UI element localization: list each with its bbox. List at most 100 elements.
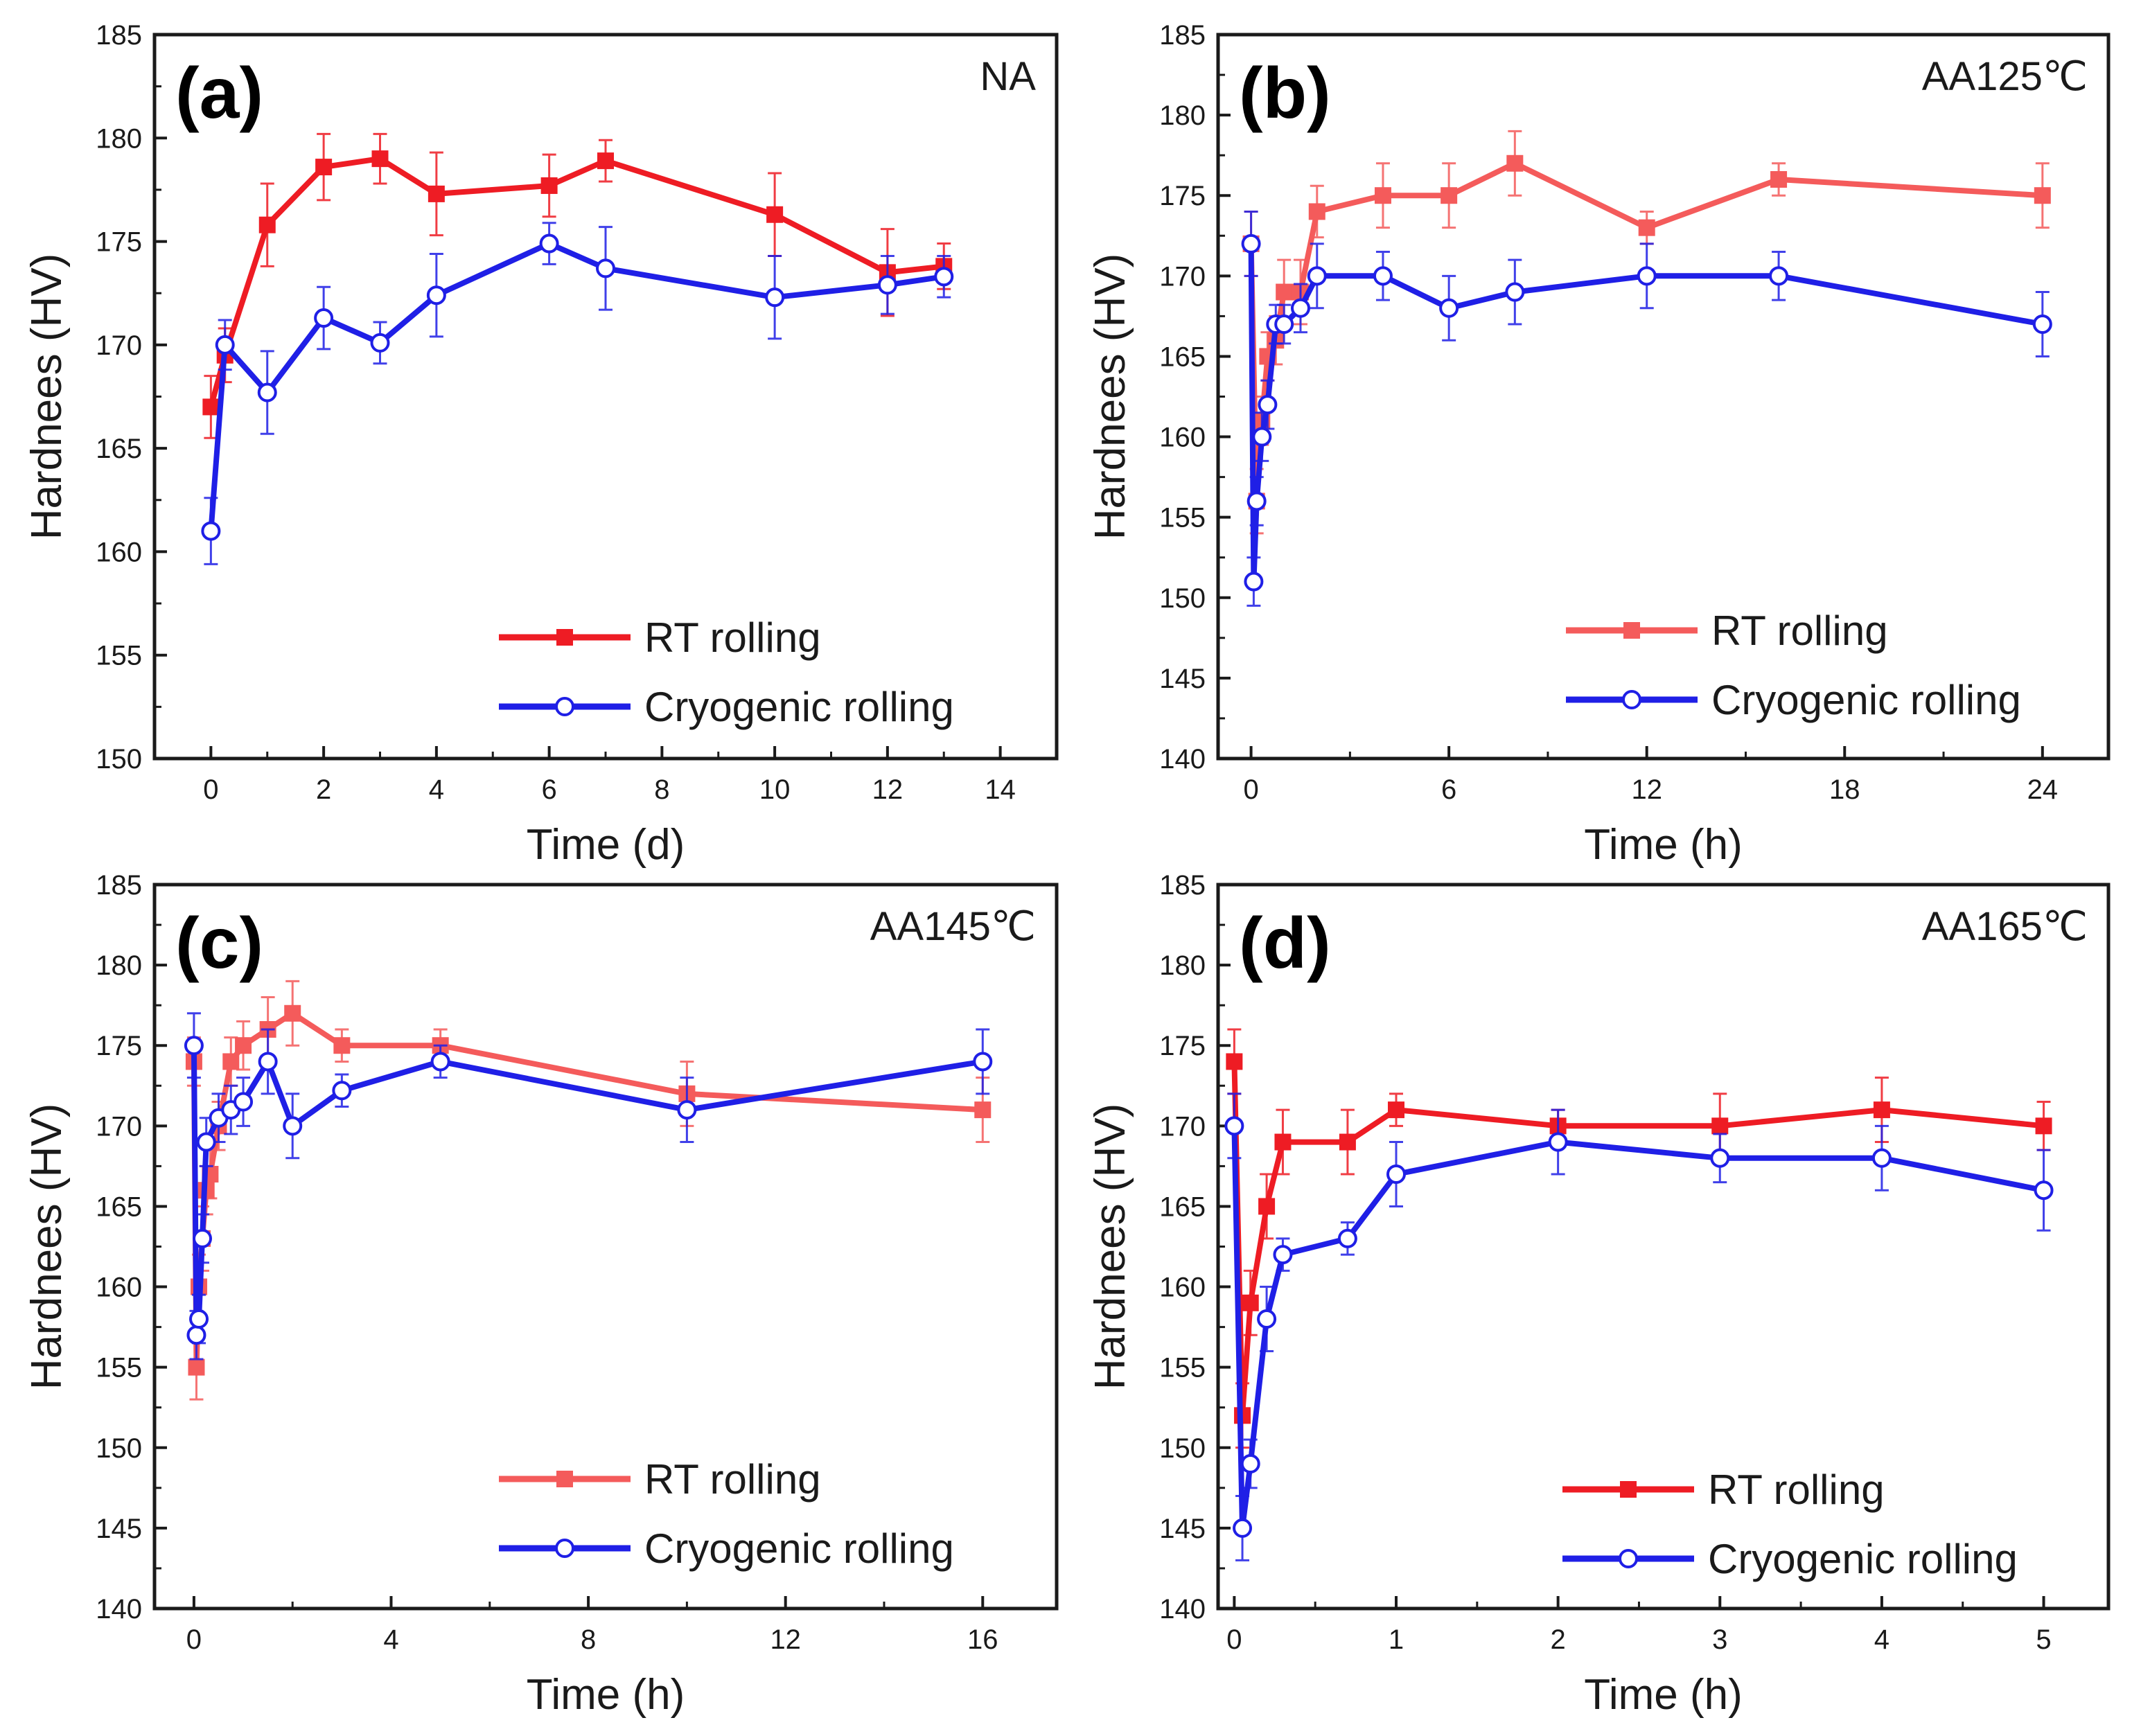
x-tick-label: 0	[203, 774, 218, 805]
data-point-circle	[1224, 1116, 1244, 1136]
data-point-circle	[1244, 572, 1264, 592]
y-tick-label: 175	[1159, 181, 1206, 211]
y-tick-label: 160	[1159, 1273, 1206, 1303]
x-tick-label: 4	[429, 774, 444, 805]
y-tick-label: 150	[96, 744, 142, 774]
data-point-square	[222, 1053, 240, 1070]
data-point-circle	[596, 258, 615, 278]
y-axis-label: Hardnees (HV)	[1086, 254, 1134, 540]
data-point-circle	[370, 333, 390, 353]
panel-a: 150 155 160 165 170 175 180 185 0 2 4 6 8 10 12 14 Time …	[23, 20, 1059, 869]
data-point-square	[2035, 1117, 2052, 1135]
y-axis-label: Hardnees (HV)	[1086, 1104, 1134, 1390]
data-point-circle	[1274, 315, 1294, 334]
legend: RT rolling Cryogenic rolling	[1566, 608, 2021, 723]
data-point-square	[1388, 1101, 1404, 1119]
legend: RT rolling Cryogenic rolling	[499, 614, 954, 730]
data-point-circle	[201, 521, 221, 541]
data-point-square	[1638, 219, 1655, 236]
x-axis-label: Time (h)	[1584, 821, 1742, 869]
y-tick-label: 165	[96, 1192, 142, 1222]
x-tick-label: 8	[654, 774, 669, 805]
data-point-circle	[283, 1116, 303, 1136]
y-tick-label: 145	[1159, 1514, 1206, 1544]
legend-marker-circle	[1619, 1549, 1638, 1568]
data-point-square	[235, 1037, 252, 1054]
data-point-square	[1711, 1117, 1729, 1135]
x-axis-label: Time (h)	[1584, 1671, 1742, 1719]
data-point-square	[258, 216, 276, 233]
y-tick-label: 185	[96, 20, 142, 51]
data-point-circle	[539, 233, 559, 254]
legend-marker-square	[1620, 1481, 1637, 1498]
legend-marker-square	[1623, 622, 1640, 639]
y-tick-label: 140	[1159, 744, 1206, 774]
data-point-square	[284, 1004, 301, 1022]
x-tick-label: 4	[383, 1624, 398, 1655]
data-point-square	[1441, 187, 1458, 204]
data-point-square	[1226, 1053, 1243, 1070]
series-line	[208, 156, 944, 408]
y-tick-label: 180	[1159, 100, 1206, 131]
y-tick-label: 185	[1159, 20, 1206, 51]
data-point-square	[1274, 1133, 1292, 1151]
data-point-circle	[332, 1081, 352, 1101]
y-tick-label: 170	[96, 330, 142, 361]
series-rt-rolling	[202, 132, 953, 439]
data-point-circle	[1246, 491, 1267, 511]
y-tick-label: 170	[1159, 261, 1206, 292]
legend-marker-circle	[555, 1539, 574, 1558]
x-tick-label: 8	[581, 1624, 596, 1655]
y-tick-label: 175	[1159, 1031, 1206, 1061]
y-tick-label: 165	[1159, 342, 1206, 372]
legend-marker-square	[556, 1471, 573, 1487]
x-tick-label: 0	[1226, 1624, 1242, 1655]
series-cryogenic-rolling	[1241, 210, 2052, 607]
data-point-circle	[877, 275, 897, 295]
y-tick-label: 155	[96, 641, 142, 671]
data-point-square	[1873, 1101, 1890, 1119]
data-point-square	[1242, 1294, 1259, 1311]
series-line	[191, 1045, 983, 1338]
data-point-circle	[765, 287, 785, 308]
data-point-square	[1308, 203, 1325, 220]
condition-label: AA125℃	[1922, 54, 2088, 99]
data-point-circle	[193, 1228, 213, 1248]
data-point-circle	[1252, 427, 1272, 447]
data-point-square	[1770, 171, 1788, 188]
x-tick-label: 24	[2027, 774, 2059, 805]
condition-label: NA	[980, 54, 1036, 99]
data-point-circle	[1233, 1518, 1253, 1538]
y-tick-label: 180	[1159, 950, 1206, 981]
x-tick-label: 0	[186, 1624, 202, 1655]
series-rt-rolling	[185, 980, 992, 1401]
data-point-square	[1276, 283, 1293, 301]
data-point-circle	[1337, 1228, 1357, 1248]
legend-label: RT rolling	[1708, 1467, 1885, 1513]
y-tick-label: 150	[1159, 583, 1206, 614]
data-point-square	[315, 159, 333, 176]
x-tick-label: 14	[985, 774, 1016, 805]
data-point-square	[540, 177, 558, 194]
y-tick-label: 170	[1159, 1111, 1206, 1142]
legend-label: Cryogenic rolling	[1711, 677, 2021, 723]
data-point-square	[974, 1101, 992, 1119]
y-tick-label: 140	[96, 1594, 142, 1624]
data-point-circle	[258, 1052, 278, 1072]
data-point-circle	[430, 1052, 450, 1072]
data-point-circle	[215, 335, 235, 355]
data-point-circle	[1273, 1245, 1293, 1265]
x-axis-label: Time (d)	[527, 821, 685, 869]
x-tick-label: 12	[770, 1624, 801, 1655]
data-point-square	[2034, 187, 2051, 204]
series-line	[1231, 1126, 2045, 1531]
x-tick-label: 5	[2036, 1624, 2051, 1655]
data-point-square	[1374, 187, 1391, 204]
data-point-square	[597, 152, 614, 170]
panel-label: (d)	[1239, 903, 1331, 984]
data-point-circle	[2032, 315, 2052, 334]
data-point-circle	[1258, 395, 1278, 415]
panel-c: 140 145 150 155 160 165 170 175 180 185 0 4 8 12 16 Tim…	[23, 870, 1059, 1719]
y-tick-label: 180	[96, 950, 142, 981]
y-tick-label: 155	[1159, 503, 1206, 533]
